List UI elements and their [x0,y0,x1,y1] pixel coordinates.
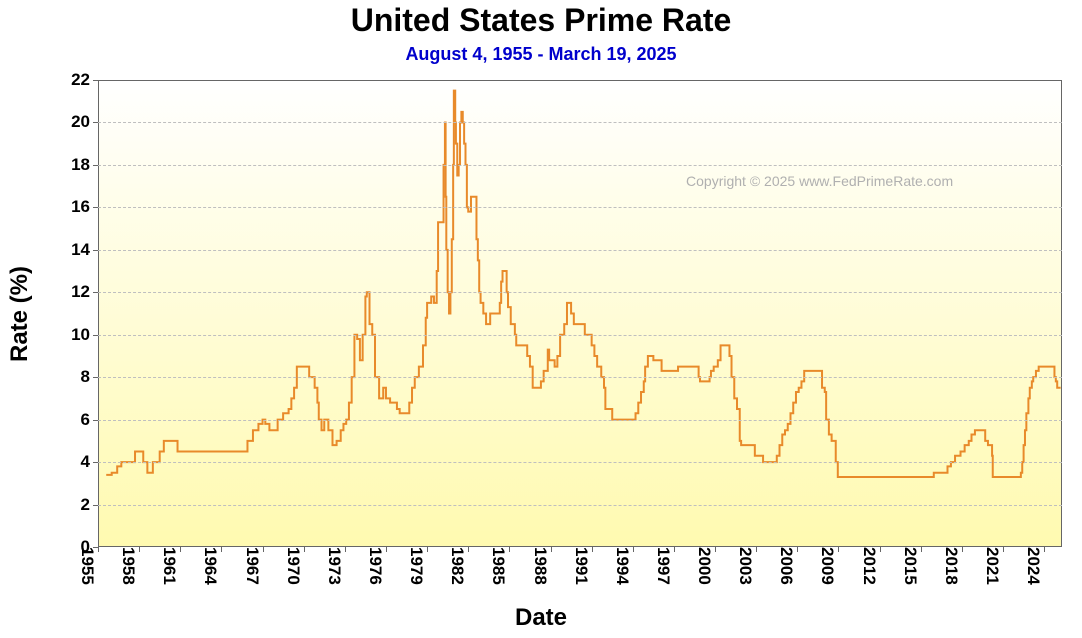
grid-line [98,292,1062,293]
y-tick-label: 14 [71,240,98,260]
y-tick-label: 6 [81,410,98,430]
x-tick-label: 2006 [776,547,802,585]
x-tick-label: 1961 [159,547,185,585]
grid-line [98,335,1062,336]
grid-line [98,377,1062,378]
x-tick-label: 2009 [817,547,843,585]
x-tick-label: 2015 [900,547,926,585]
grid-line [98,165,1062,166]
x-tick-label: 1988 [530,547,556,585]
x-tick-label: 1973 [324,547,350,585]
chart-subtitle: August 4, 1955 - March 19, 2025 [0,44,1082,65]
x-tick-label: 1991 [571,547,597,585]
grid-line [98,207,1062,208]
line-chart-svg [98,80,1062,547]
chart-title: United States Prime Rate [0,2,1082,39]
grid-line [98,505,1062,506]
x-tick-label: 2021 [982,547,1008,585]
x-tick-label: 2003 [735,547,761,585]
y-tick-label: 2 [81,495,98,515]
x-tick-label: 2018 [941,547,967,585]
y-tick-label: 10 [71,325,98,345]
y-tick-label: 16 [71,197,98,217]
x-axis-label: Date [0,604,1082,632]
x-tick-label: 1979 [406,547,432,585]
x-tick-label: 1958 [118,547,144,585]
x-tick-label: 1985 [488,547,514,585]
x-tick-label: 1982 [447,547,473,585]
x-tick-label: 2012 [859,547,885,585]
y-tick-label: 8 [81,367,98,387]
x-tick-label: 1997 [653,547,679,585]
x-tick-label: 2024 [1023,547,1049,585]
y-tick-label: 18 [71,155,98,175]
y-tick-label: 12 [71,282,98,302]
x-tick-label: 1976 [365,547,391,585]
x-tick-label: 1994 [612,547,638,585]
copyright-watermark: Copyright © 2025 www.FedPrimeRate.com [686,173,953,189]
x-tick-label: 1967 [242,547,268,585]
grid-line [98,122,1062,123]
plot-area: Copyright © 2025 www.FedPrimeRate.com 02… [98,80,1062,547]
grid-line [98,250,1062,251]
y-axis-label: Rate (%) [6,265,34,361]
x-tick-label: 2000 [694,547,720,585]
y-tick-label: 22 [71,70,98,90]
grid-line [98,462,1062,463]
x-tick-label: 1970 [283,547,309,585]
y-tick-label: 20 [71,112,98,132]
grid-line [98,420,1062,421]
x-tick-label: 1955 [77,547,103,585]
x-tick-label: 1964 [200,547,226,585]
y-tick-label: 4 [81,452,98,472]
